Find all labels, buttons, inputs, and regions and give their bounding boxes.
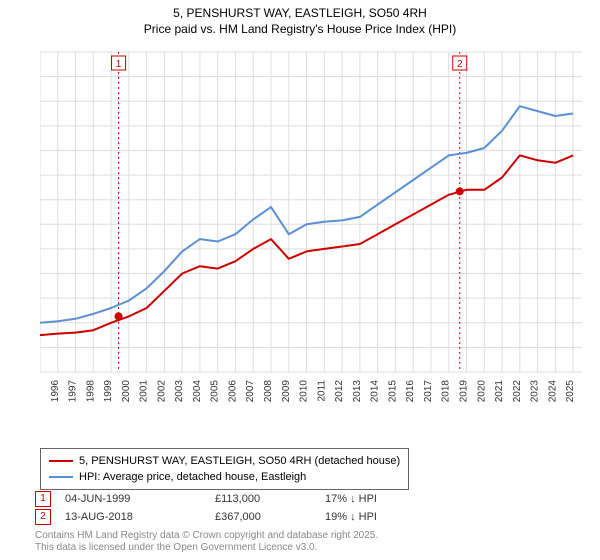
- marker-row: 2 13-AUG-2018 £367,000 19% ↓ HPI: [35, 508, 425, 526]
- svg-text:2025: 2025: [565, 380, 576, 403]
- legend-swatch: [49, 460, 73, 462]
- address-title: 5, PENSHURST WAY, EASTLEIGH, SO50 4RH: [0, 6, 600, 20]
- legend: 5, PENSHURST WAY, EASTLEIGH, SO50 4RH (d…: [40, 448, 409, 490]
- svg-text:2000: 2000: [121, 380, 132, 403]
- marker-price: £113,000: [215, 490, 325, 508]
- line-chart-svg: £0£50K£100K£150K£200K£250K£300K£350K£400…: [40, 48, 588, 418]
- titles: 5, PENSHURST WAY, EASTLEIGH, SO50 4RH Pr…: [0, 0, 600, 36]
- svg-text:2007: 2007: [245, 380, 256, 403]
- svg-text:2018: 2018: [441, 380, 452, 403]
- svg-text:1995: 1995: [40, 380, 43, 403]
- footer-line: This data is licensed under the Open Gov…: [35, 542, 378, 554]
- svg-text:2012: 2012: [334, 380, 345, 403]
- marker-table: 1 04-JUN-1999 £113,000 17% ↓ HPI 2 13-AU…: [35, 490, 425, 526]
- svg-text:1997: 1997: [68, 380, 79, 403]
- svg-text:2020: 2020: [476, 380, 487, 403]
- svg-text:1998: 1998: [85, 380, 96, 403]
- marker-date: 04-JUN-1999: [65, 490, 215, 508]
- svg-text:2022: 2022: [512, 380, 523, 403]
- svg-text:2004: 2004: [192, 380, 203, 403]
- marker-date: 13-AUG-2018: [65, 508, 215, 526]
- subtitle: Price paid vs. HM Land Registry's House …: [0, 22, 600, 36]
- chart-container: 5, PENSHURST WAY, EASTLEIGH, SO50 4RH Pr…: [0, 0, 600, 560]
- svg-text:2009: 2009: [281, 380, 292, 403]
- svg-text:2023: 2023: [530, 380, 541, 403]
- marker-row: 1 04-JUN-1999 £113,000 17% ↓ HPI: [35, 490, 425, 508]
- marker-price: £367,000: [215, 508, 325, 526]
- svg-text:2006: 2006: [227, 380, 238, 403]
- marker-diff: 19% ↓ HPI: [325, 508, 425, 526]
- legend-label: 5, PENSHURST WAY, EASTLEIGH, SO50 4RH (d…: [79, 453, 400, 469]
- svg-text:2011: 2011: [316, 380, 327, 402]
- svg-text:2017: 2017: [423, 380, 434, 403]
- svg-text:2: 2: [457, 59, 463, 70]
- svg-text:1: 1: [116, 59, 122, 70]
- marker-diff: 17% ↓ HPI: [325, 490, 425, 508]
- svg-text:2015: 2015: [387, 380, 398, 403]
- svg-text:2021: 2021: [494, 380, 505, 403]
- svg-text:2003: 2003: [174, 380, 185, 403]
- svg-text:2014: 2014: [370, 380, 381, 403]
- svg-text:2002: 2002: [156, 380, 167, 403]
- svg-text:2013: 2013: [352, 380, 363, 403]
- footer-line: Contains HM Land Registry data © Crown c…: [35, 530, 378, 542]
- svg-text:1999: 1999: [103, 380, 114, 403]
- svg-text:2010: 2010: [299, 380, 310, 403]
- legend-item: HPI: Average price, detached house, East…: [49, 469, 400, 485]
- legend-label: HPI: Average price, detached house, East…: [79, 469, 306, 485]
- chart-area: £0£50K£100K£150K£200K£250K£300K£350K£400…: [40, 48, 588, 418]
- marker-badge: 2: [35, 509, 51, 525]
- legend-swatch: [49, 476, 73, 478]
- marker-badge: 1: [35, 491, 51, 507]
- svg-text:2001: 2001: [139, 380, 150, 403]
- svg-text:2016: 2016: [405, 380, 416, 403]
- svg-text:1996: 1996: [50, 380, 61, 403]
- svg-text:2005: 2005: [210, 380, 221, 403]
- svg-text:2008: 2008: [263, 380, 274, 403]
- footer: Contains HM Land Registry data © Crown c…: [35, 530, 378, 554]
- svg-text:2019: 2019: [458, 380, 469, 403]
- svg-text:2024: 2024: [547, 380, 558, 403]
- legend-item: 5, PENSHURST WAY, EASTLEIGH, SO50 4RH (d…: [49, 453, 400, 469]
